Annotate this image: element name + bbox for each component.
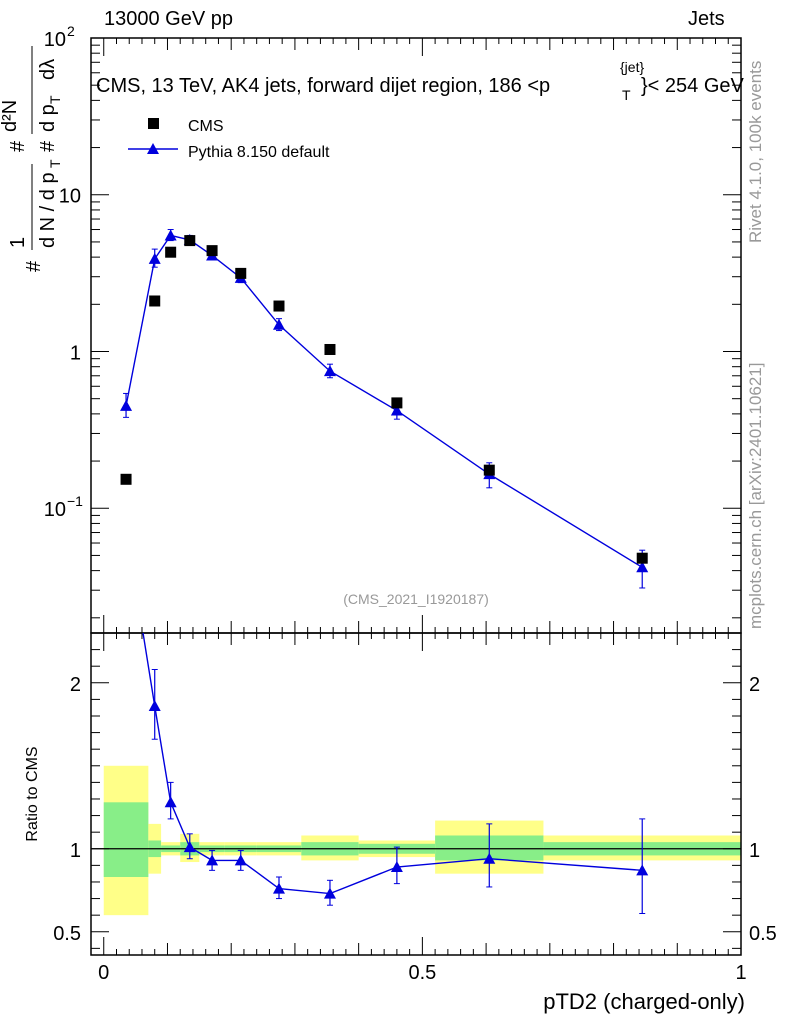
y-label-hash: # — [37, 140, 59, 152]
y-tick-label: 10 −1 — [44, 493, 83, 521]
x-tick-label: 0 — [98, 962, 109, 984]
ratio-point — [206, 854, 219, 866]
mc-point — [390, 404, 403, 416]
ratio-point — [323, 887, 336, 899]
ratio-y-label: Ratio to CMS — [24, 746, 41, 841]
mc-point — [120, 399, 133, 411]
ratio-bands — [103, 765, 741, 916]
header-right: Jets — [688, 8, 725, 30]
cms-point — [120, 473, 132, 485]
chart-title-text: CMS, 13 TeV, AK4 jets, forward dijet reg… — [96, 75, 550, 97]
ratio-point — [120, 521, 132, 532]
x-axis-label: pTD2 (charged-only) — [543, 989, 745, 1014]
cms-point — [324, 343, 336, 355]
legend: CMS Pythia 8.150 default — [128, 118, 330, 161]
cms-point — [206, 245, 218, 257]
cms-point — [273, 300, 285, 312]
ratio-point — [483, 852, 496, 864]
main-x-ticks — [103, 38, 742, 633]
ratio-point — [390, 861, 403, 873]
ratio-y-tick-label-right: 2 — [749, 674, 760, 696]
ratio-axes: 0.5 0.51 12 20 0.5 1 — [53, 633, 777, 984]
chart-title-sub: T — [622, 87, 631, 103]
cms-point — [391, 397, 403, 409]
ratio-point — [234, 854, 247, 866]
ratio-y-tick-label-right: 0.5 — [749, 923, 777, 945]
ratio-point — [183, 841, 196, 853]
cms-point — [165, 246, 177, 258]
cms-point — [184, 235, 196, 247]
cms-series — [120, 235, 648, 564]
legend-label-cms: CMS — [188, 118, 224, 135]
header-left: 13000 GeV pp — [104, 8, 233, 30]
y-label-frac-den-sub: T — [47, 159, 63, 168]
chart-title-tail: }< 254 GeV — [641, 75, 745, 97]
y-label-den: d p — [37, 104, 59, 132]
chart-title-sup: {jet} — [620, 59, 644, 75]
y-label-dlambda: dλ — [37, 59, 59, 80]
y-tick-label-exponent: 2 — [67, 23, 75, 39]
analysis-watermark: (CMS_2021_I1920187) — [343, 591, 489, 607]
ratio-panel-frame — [90, 632, 742, 956]
legend-marker-mc — [147, 143, 159, 154]
ratio-series — [120, 521, 649, 915]
chart-title: CMS, 13 TeV, AK4 jets, forward dijet reg… — [96, 59, 745, 103]
y-label-hash: # — [7, 140, 29, 152]
x-tick-label: 0.5 — [408, 962, 436, 984]
mc-point — [164, 229, 177, 241]
cms-point — [149, 295, 161, 307]
ratio-band-inner — [103, 802, 149, 877]
ratio-y-tick-label: 0.5 — [53, 923, 81, 945]
mc-point — [148, 252, 161, 264]
ratio-y-tick-label: 2 — [70, 674, 81, 696]
mc-series — [120, 229, 649, 589]
mc-point — [272, 318, 285, 330]
y-tick-label-base: 10 — [44, 29, 66, 51]
y-tick-label: 10 2 — [44, 23, 75, 51]
ratio-y-tick-label-right: 1 — [749, 840, 760, 862]
x-tick-label: 1 — [735, 962, 746, 984]
y-label-d2n: d²N — [0, 100, 21, 132]
mc-point — [636, 561, 649, 573]
y-tick-label-text: 1 — [70, 342, 81, 364]
ratio-point — [164, 796, 177, 808]
mc-line — [125, 234, 643, 568]
ratio-y-tick-label: 1 — [70, 840, 81, 862]
ratio-point — [636, 864, 649, 876]
y-label-den-sub: T — [47, 95, 63, 104]
cms-point — [483, 464, 495, 476]
y-label-frac-den: d N / d p — [37, 172, 59, 248]
cms-point — [235, 267, 247, 279]
y-tick-label: 1 — [70, 342, 81, 364]
ratio-point — [272, 882, 285, 894]
y-tick-label-base: 10 — [44, 499, 66, 521]
legend-marker-cms — [148, 118, 159, 129]
y-tick-label: 10 — [59, 186, 81, 208]
ratio-point — [148, 700, 161, 712]
y-label-frac-num: 1 — [7, 237, 29, 248]
y-label-hash: # — [23, 260, 45, 272]
y-tick-label-text: 10 — [59, 186, 81, 208]
mc-point — [323, 365, 336, 377]
cms-point — [636, 552, 648, 564]
legend-label-mc: Pythia 8.150 default — [188, 144, 330, 161]
y-tick-label-exponent: −1 — [67, 493, 83, 509]
